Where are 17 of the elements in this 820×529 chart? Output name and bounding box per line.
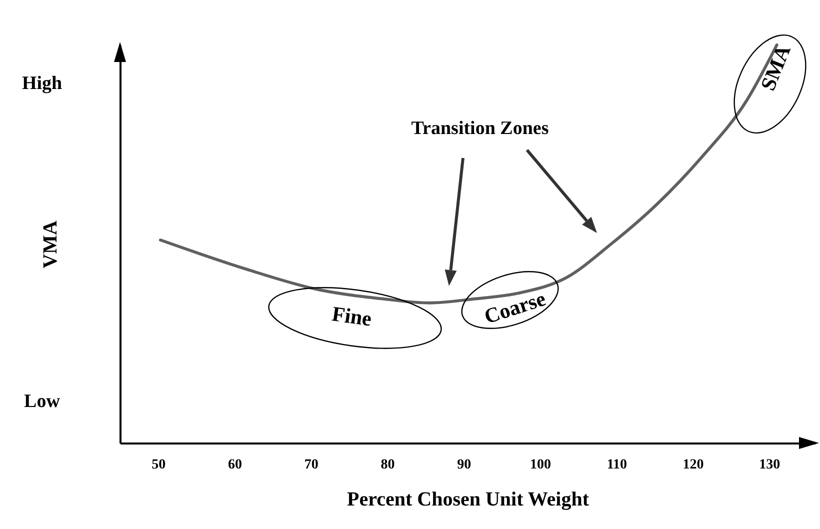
text: Low xyxy=(24,391,60,412)
x-tick-label: 50 xyxy=(152,458,166,472)
annotation: Fine xyxy=(330,302,374,331)
x-axis-title: Percent Chosen Unit Weight xyxy=(346,488,590,510)
annotation: Transition Zones xyxy=(411,118,549,139)
x-tick-label: 130 xyxy=(759,458,780,472)
x-tick-label: 70 xyxy=(304,458,318,472)
x-tick-label: 100 xyxy=(530,458,552,472)
y-axis-title: VMA xyxy=(40,220,62,268)
x-tick-label: 80 xyxy=(380,458,395,472)
annotation: SMA xyxy=(756,40,796,94)
x-tick-label: 110 xyxy=(606,458,628,472)
x-tick-label: 90 xyxy=(457,458,472,472)
annotation: Coarse xyxy=(481,286,549,329)
x-tick-label: 120 xyxy=(682,458,704,472)
text: High xyxy=(22,73,62,94)
x-tick-label: 60 xyxy=(228,458,242,472)
